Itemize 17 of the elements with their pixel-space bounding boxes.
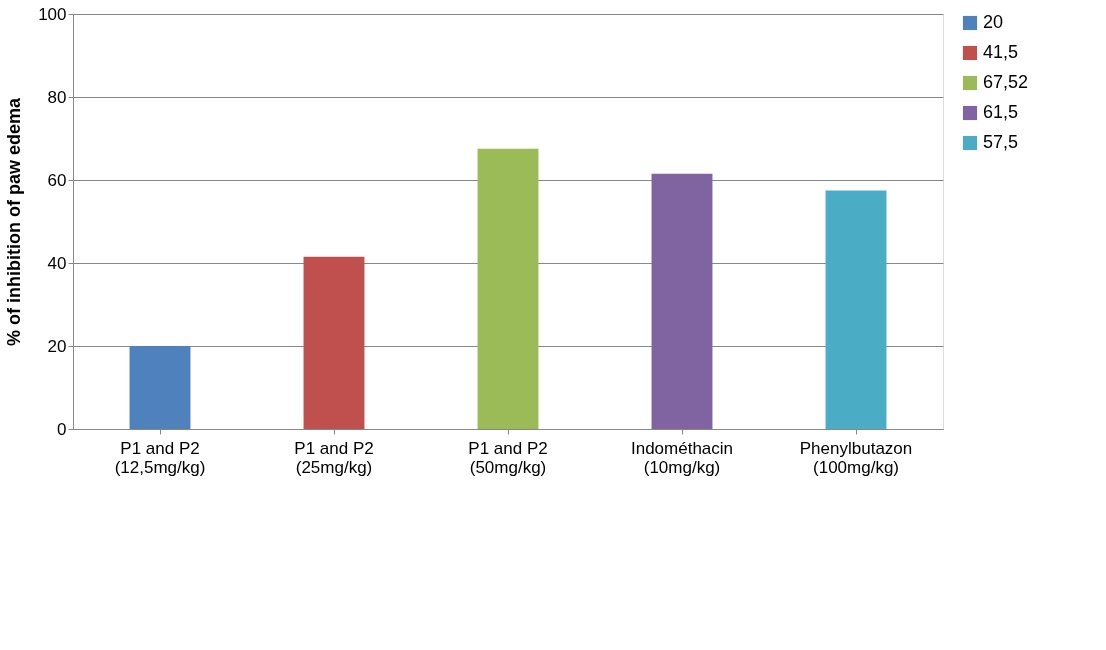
x-tick-label: P1 and P2 (50mg/kg): [468, 438, 548, 477]
x-tick-label: P1 and P2 (25mg/kg): [294, 438, 374, 477]
x-tick-label: Phenylbutazon (100mg/kg): [799, 438, 913, 477]
legend-label: 67,52: [983, 72, 1029, 92]
y-tick-label: 20: [47, 336, 67, 356]
y-tick-label: 100: [38, 4, 67, 24]
x-tick-label: P1 and P2 (12,5mg/kg): [114, 438, 206, 477]
x-tick-label: Indométhacin (10mg/kg): [630, 438, 734, 477]
y-tick-label: 40: [47, 253, 67, 273]
y-tick-label: 80: [47, 87, 67, 107]
y-axis-title: % of inhibition of paw edema: [4, 97, 25, 347]
legend-label: 41,5: [983, 42, 1019, 62]
legend-label: 61,5: [983, 102, 1019, 122]
y-tick-label: 0: [57, 419, 67, 439]
legend-label: 20: [983, 12, 1004, 32]
y-tick-label: 60: [47, 170, 67, 190]
legend-label: 57,5: [983, 132, 1019, 152]
